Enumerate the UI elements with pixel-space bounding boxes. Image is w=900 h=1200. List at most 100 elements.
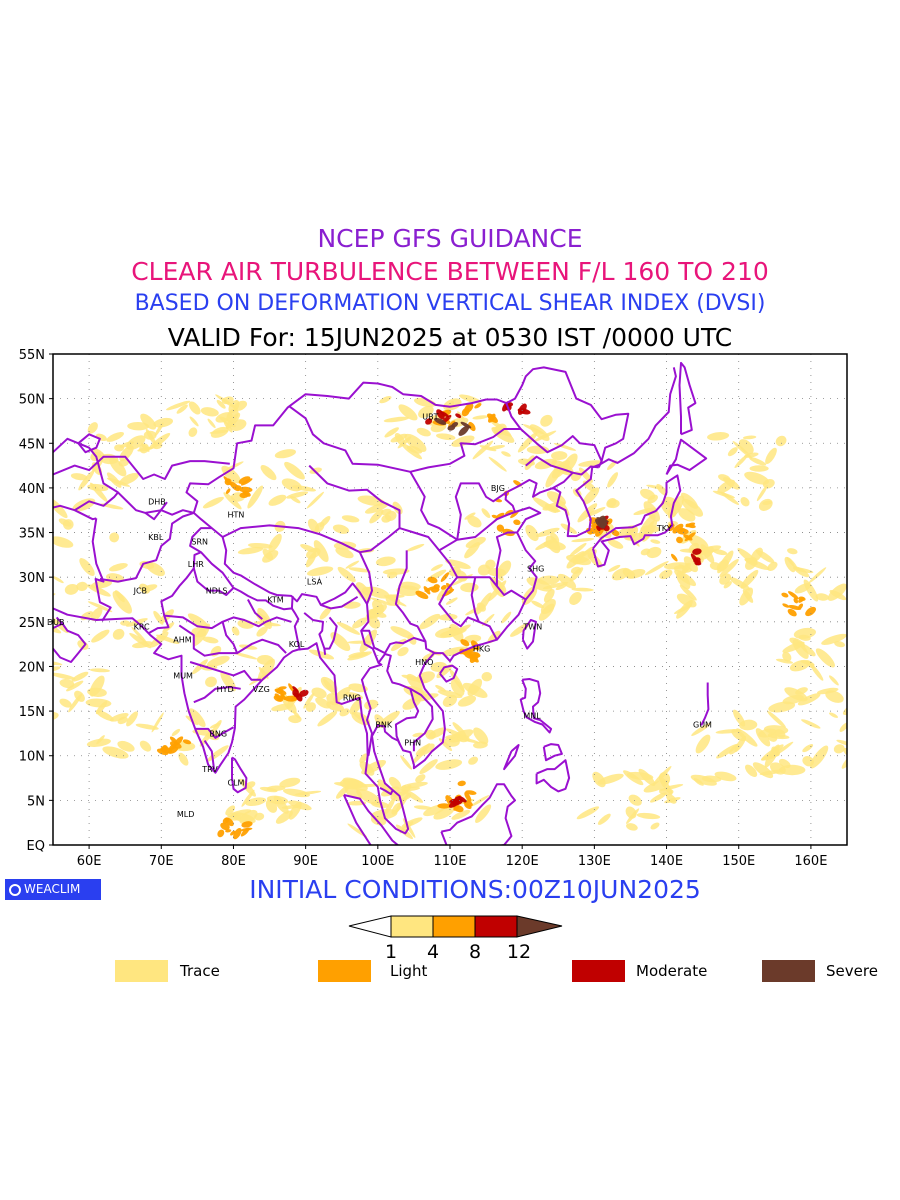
colorbar-tick: 1 bbox=[385, 941, 397, 963]
lat-label: 45N bbox=[19, 437, 45, 452]
turbulence-patch-trace bbox=[775, 435, 787, 447]
turbulence-patch-trace bbox=[784, 687, 808, 702]
station-mnl: MNL bbox=[523, 712, 541, 721]
turbulence-patch-trace bbox=[178, 752, 189, 766]
turbulence-patch-light bbox=[468, 421, 476, 432]
station-bng: BNG bbox=[209, 729, 227, 738]
turbulence-patch-trace bbox=[533, 430, 557, 442]
turbulence-patch-trace bbox=[87, 422, 98, 434]
turbulence-patch-trace bbox=[799, 643, 816, 657]
station-kbl: KBL bbox=[148, 533, 164, 542]
turbulence-patch-trace bbox=[359, 629, 378, 653]
turbulence-patch-trace bbox=[827, 583, 847, 601]
turbulence-patch-trace bbox=[782, 651, 792, 662]
turbulence-patch-trace bbox=[633, 507, 657, 516]
turbulence-patch-light bbox=[464, 791, 472, 802]
turbulence-patch-trace bbox=[401, 443, 423, 460]
turbulence-patch-light bbox=[513, 519, 521, 526]
turbulence-patch-light bbox=[457, 780, 466, 787]
coastline-path bbox=[192, 551, 235, 596]
turbulence-patch-trace bbox=[154, 422, 164, 437]
turbulence-patch-trace bbox=[413, 805, 432, 810]
coastline-path bbox=[53, 366, 630, 516]
turbulence-patch-trace bbox=[402, 788, 424, 803]
turbulence-patch-trace bbox=[765, 447, 777, 465]
lon-label: 140E bbox=[650, 854, 683, 869]
turbulence-patch-trace bbox=[202, 496, 224, 509]
turbulence-patch-trace bbox=[465, 537, 486, 548]
turbulence-patch-moderate bbox=[517, 403, 527, 415]
coastline-path bbox=[91, 518, 112, 622]
turbulence-patch-trace bbox=[732, 440, 753, 459]
turbulence-patch-trace bbox=[467, 678, 483, 697]
turbulence-patch-trace bbox=[53, 672, 76, 680]
turbulence-patch-trace bbox=[66, 680, 84, 692]
turbulence-patch-trace bbox=[247, 485, 264, 509]
lat-label: 15N bbox=[19, 705, 45, 720]
turbulence-patch-trace bbox=[784, 556, 796, 573]
turbulence-patch-trace bbox=[643, 501, 661, 522]
turbulence-patch-trace bbox=[226, 408, 239, 423]
coastline-path bbox=[193, 686, 241, 704]
colorbar-tick: 8 bbox=[469, 941, 481, 963]
turbulence-patch-light bbox=[440, 572, 450, 582]
coastline-path bbox=[221, 621, 239, 654]
turbulence-patch-trace bbox=[364, 502, 389, 514]
turbulence-patch-light bbox=[496, 524, 505, 532]
coastline-path bbox=[542, 743, 563, 762]
turbulence-patch-light bbox=[274, 688, 287, 695]
turbulence-patch-light bbox=[284, 695, 298, 702]
turbulence-patch-trace bbox=[119, 473, 139, 485]
turbulence-patch-trace bbox=[681, 562, 691, 574]
turbulence-patch-trace bbox=[71, 671, 89, 682]
coastline-path bbox=[521, 619, 537, 650]
lon-label: 160E bbox=[794, 854, 827, 869]
turbulence-patch-severe bbox=[597, 515, 606, 525]
coastline-path bbox=[144, 501, 168, 521]
turbulence-patch-trace bbox=[319, 606, 332, 620]
turbulence-patch-trace bbox=[493, 423, 507, 436]
turbulence-patch-trace bbox=[112, 628, 125, 640]
turbulence-patch-trace bbox=[78, 470, 95, 491]
turbulence-patch-trace bbox=[749, 457, 767, 466]
turbulence-patch-trace bbox=[501, 451, 511, 457]
turbulence-patch-trace bbox=[793, 566, 810, 578]
turbulence-patch-trace bbox=[106, 431, 124, 442]
turbulence-patch-trace bbox=[390, 638, 407, 652]
turbulence-patch-trace bbox=[543, 540, 566, 551]
lon-label: 90E bbox=[293, 854, 318, 869]
turbulence-patch-trace bbox=[435, 685, 447, 692]
coastline-path bbox=[147, 527, 212, 635]
turbulence-patch-trace bbox=[275, 810, 293, 824]
turbulence-patch-trace bbox=[774, 729, 786, 738]
turbulence-patch-trace bbox=[139, 443, 150, 454]
turbulence-patch-trace bbox=[531, 600, 545, 609]
turbulence-patch-trace bbox=[553, 442, 577, 451]
turbulence-patch-trace bbox=[585, 507, 606, 517]
station-rng: RNG bbox=[343, 694, 361, 703]
turbulence-patch-trace bbox=[200, 407, 219, 417]
turbulence-patch-trace bbox=[434, 627, 461, 639]
turbulence-patch-trace bbox=[510, 622, 531, 637]
turbulence-patch-trace bbox=[337, 566, 356, 583]
coastline-path bbox=[678, 361, 697, 436]
turbulence-patch-trace bbox=[109, 712, 129, 722]
turbulence-patch-trace bbox=[126, 711, 138, 727]
turbulence-patch-light bbox=[670, 553, 678, 562]
turbulence-patch-trace bbox=[221, 396, 234, 405]
turbulence-patch-trace bbox=[576, 806, 600, 820]
turbulence-patch-trace bbox=[384, 427, 399, 438]
turbulence-patch-trace bbox=[801, 719, 821, 729]
turbulence-patch-trace bbox=[307, 518, 320, 533]
turbulence-patch-trace bbox=[284, 461, 305, 480]
lat-label: EQ bbox=[27, 839, 45, 854]
turbulence-patch-trace bbox=[625, 568, 646, 579]
turbulence-patch-light bbox=[461, 407, 470, 417]
coastline-path bbox=[665, 438, 708, 476]
turbulence-patch-trace bbox=[129, 632, 152, 649]
turbulence-patch-trace bbox=[207, 418, 216, 429]
turbulence-patch-trace bbox=[397, 646, 409, 657]
turbulence-patch-light bbox=[169, 744, 176, 751]
lat-label: 40N bbox=[19, 482, 45, 497]
